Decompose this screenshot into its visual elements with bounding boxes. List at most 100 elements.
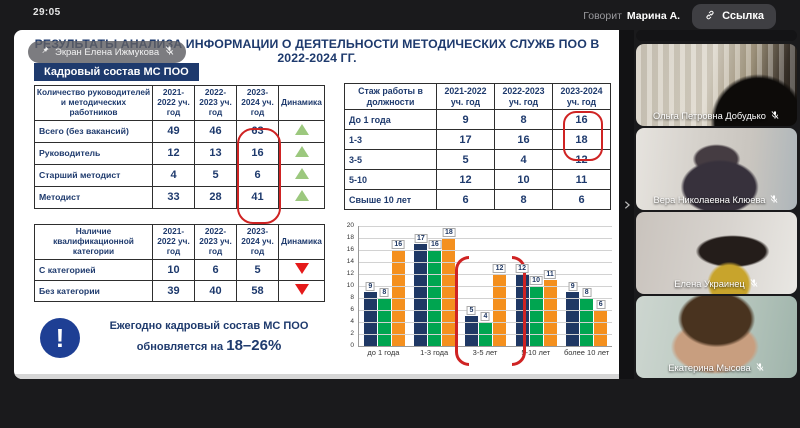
screen-share-right-strip <box>619 30 634 379</box>
value-cell: 4 <box>152 163 195 187</box>
invite-link-button[interactable]: Ссылка <box>692 3 776 29</box>
mic-muted-icon <box>164 45 175 59</box>
column-header: 2022-2023 уч. год <box>194 85 237 121</box>
value-cell: 11 <box>552 169 611 191</box>
y-tick-label: 4 <box>350 318 354 325</box>
pin-icon <box>39 45 50 59</box>
bar-value-label: 17 <box>414 234 428 243</box>
row-label: Методист <box>34 185 153 209</box>
trend-down-icon <box>294 262 309 274</box>
bar-value-label: 8 <box>582 288 592 297</box>
shared-screen: РЕЗУЛЬТАТЫ АНАЛИЗА ИНФОРМАЦИИ О ДЕЯТЕЛЬН… <box>14 30 634 379</box>
gridline <box>359 310 612 311</box>
bar-value-label: 4 <box>481 312 490 321</box>
video-tile[interactable]: Екатерина Мысова <box>636 296 797 378</box>
row-label: Руководитель <box>34 141 153 165</box>
x-axis-label: 3-5 лет <box>472 348 498 357</box>
bar-value-label: 12 <box>493 264 506 273</box>
screen-share-bottom-strip <box>14 374 619 379</box>
value-cell: 12 <box>552 149 611 171</box>
y-tick-label: 8 <box>350 294 354 301</box>
value-cell: 8 <box>494 109 553 131</box>
video-tile[interactable]: Елена Украинец <box>636 212 797 294</box>
bar-value-label: 5 <box>467 306 476 315</box>
y-tick-label: 0 <box>350 342 354 349</box>
value-cell: 16 <box>494 129 553 151</box>
table-row: С категорией 10 6 5 <box>34 258 325 281</box>
row-label: До 1 года <box>344 109 437 131</box>
table-row: Без категории 39 40 58 <box>34 279 325 302</box>
trend-cell <box>278 279 325 302</box>
table-row: Свыше 10 лет 6 8 6 <box>344 189 611 211</box>
speaker-name: Марина А. <box>626 10 681 22</box>
value-cell: 5 <box>194 163 237 187</box>
note-text-highlight: 18–26% <box>226 337 282 355</box>
trend-up-icon <box>294 168 309 180</box>
video-tile[interactable]: Ольга Петровна Добудько <box>636 44 797 126</box>
staff-count-table: Количество руководителей и методических … <box>34 85 325 209</box>
table-header-row: Количество руководителей и методических … <box>34 85 325 121</box>
trend-up-icon <box>294 146 309 158</box>
bar-2021-2022: 17 <box>414 234 428 346</box>
gridline <box>359 334 612 335</box>
mic-muted-icon <box>770 110 780 122</box>
value-cell: 41 <box>236 185 279 209</box>
bar-value-label: 9 <box>568 282 578 291</box>
note-text-main: Ежегодно кадровый состав МС ПОО обновляе… <box>109 320 309 354</box>
value-cell: 49 <box>152 119 195 143</box>
x-axis-label: до 1 года <box>367 348 400 357</box>
table-row: Всего (без вакансий) 49 46 63 <box>34 119 325 143</box>
gridline <box>359 298 612 299</box>
gridline <box>359 250 612 251</box>
row-label: 5-10 <box>344 169 437 191</box>
video-tile[interactable]: Вера Николаевна Клюева <box>636 128 797 210</box>
table-row: 3-5 5 4 12 <box>344 149 611 171</box>
column-header: 2023-2024 уч. год <box>236 85 279 121</box>
table-row: 5-10 12 10 11 <box>344 169 611 191</box>
experience-bar-chart: 9 8 16 17 16 18 5 4 12 12 10 11 9 8 6 до 1 года 1-3 год… <box>336 220 616 372</box>
column-header: 2022-2023 уч. год <box>494 82 553 111</box>
y-tick-label: 14 <box>346 258 354 265</box>
gridline <box>359 322 612 323</box>
value-cell: 10 <box>152 258 195 281</box>
y-tick-label: 12 <box>346 270 354 277</box>
value-cell: 6 <box>236 163 279 187</box>
value-cell: 6 <box>194 258 237 281</box>
column-header: Динамика <box>278 85 325 121</box>
bar-2021-2022: 5 <box>464 306 478 346</box>
value-cell: 6 <box>552 189 611 211</box>
column-header: 2023-2024 уч. год <box>236 224 279 260</box>
value-cell: 17 <box>436 129 495 151</box>
bar-2023-2024: 6 <box>594 300 608 346</box>
trend-cell <box>278 119 325 143</box>
bar-2021-2022: 9 <box>566 282 580 346</box>
table-header-row: Наличие квалификационной категории 2021-2… <box>34 224 325 260</box>
table-row: Старший методист 4 5 6 <box>34 163 325 187</box>
bar-2021-2022: 9 <box>363 282 377 346</box>
row-label: Старший методист <box>34 163 153 187</box>
value-cell: 18 <box>552 129 611 151</box>
value-cell: 6 <box>436 189 495 211</box>
bar-value-label: 10 <box>529 276 543 285</box>
trend-up-icon <box>294 190 309 202</box>
mic-muted-icon <box>749 278 759 290</box>
gridline <box>359 286 612 287</box>
speaking-label: Говорит <box>583 10 622 22</box>
control-bar: beta 1 71 <box>0 385 800 428</box>
value-cell: 39 <box>152 279 195 302</box>
next-slide-chevron-icon[interactable] <box>620 196 633 214</box>
value-cell: 58 <box>236 279 279 302</box>
trend-cell <box>278 185 325 209</box>
value-cell: 46 <box>194 119 237 143</box>
column-header: Наличие квалификационной категории <box>34 224 153 260</box>
participant-name: Екатерина Мысова <box>636 362 797 374</box>
meeting-timer: 29:05 <box>33 7 61 18</box>
bar-value-label: 8 <box>379 288 389 297</box>
bar-value-label: 9 <box>365 282 375 291</box>
mic-muted-icon <box>769 194 779 206</box>
note-banner: ! Ежегодно кадровый состав МС ПОО обновл… <box>40 318 326 358</box>
video-tile-partial[interactable] <box>636 30 797 41</box>
trend-cell <box>278 141 325 165</box>
gridline <box>359 262 612 263</box>
value-cell: 12 <box>436 169 495 191</box>
